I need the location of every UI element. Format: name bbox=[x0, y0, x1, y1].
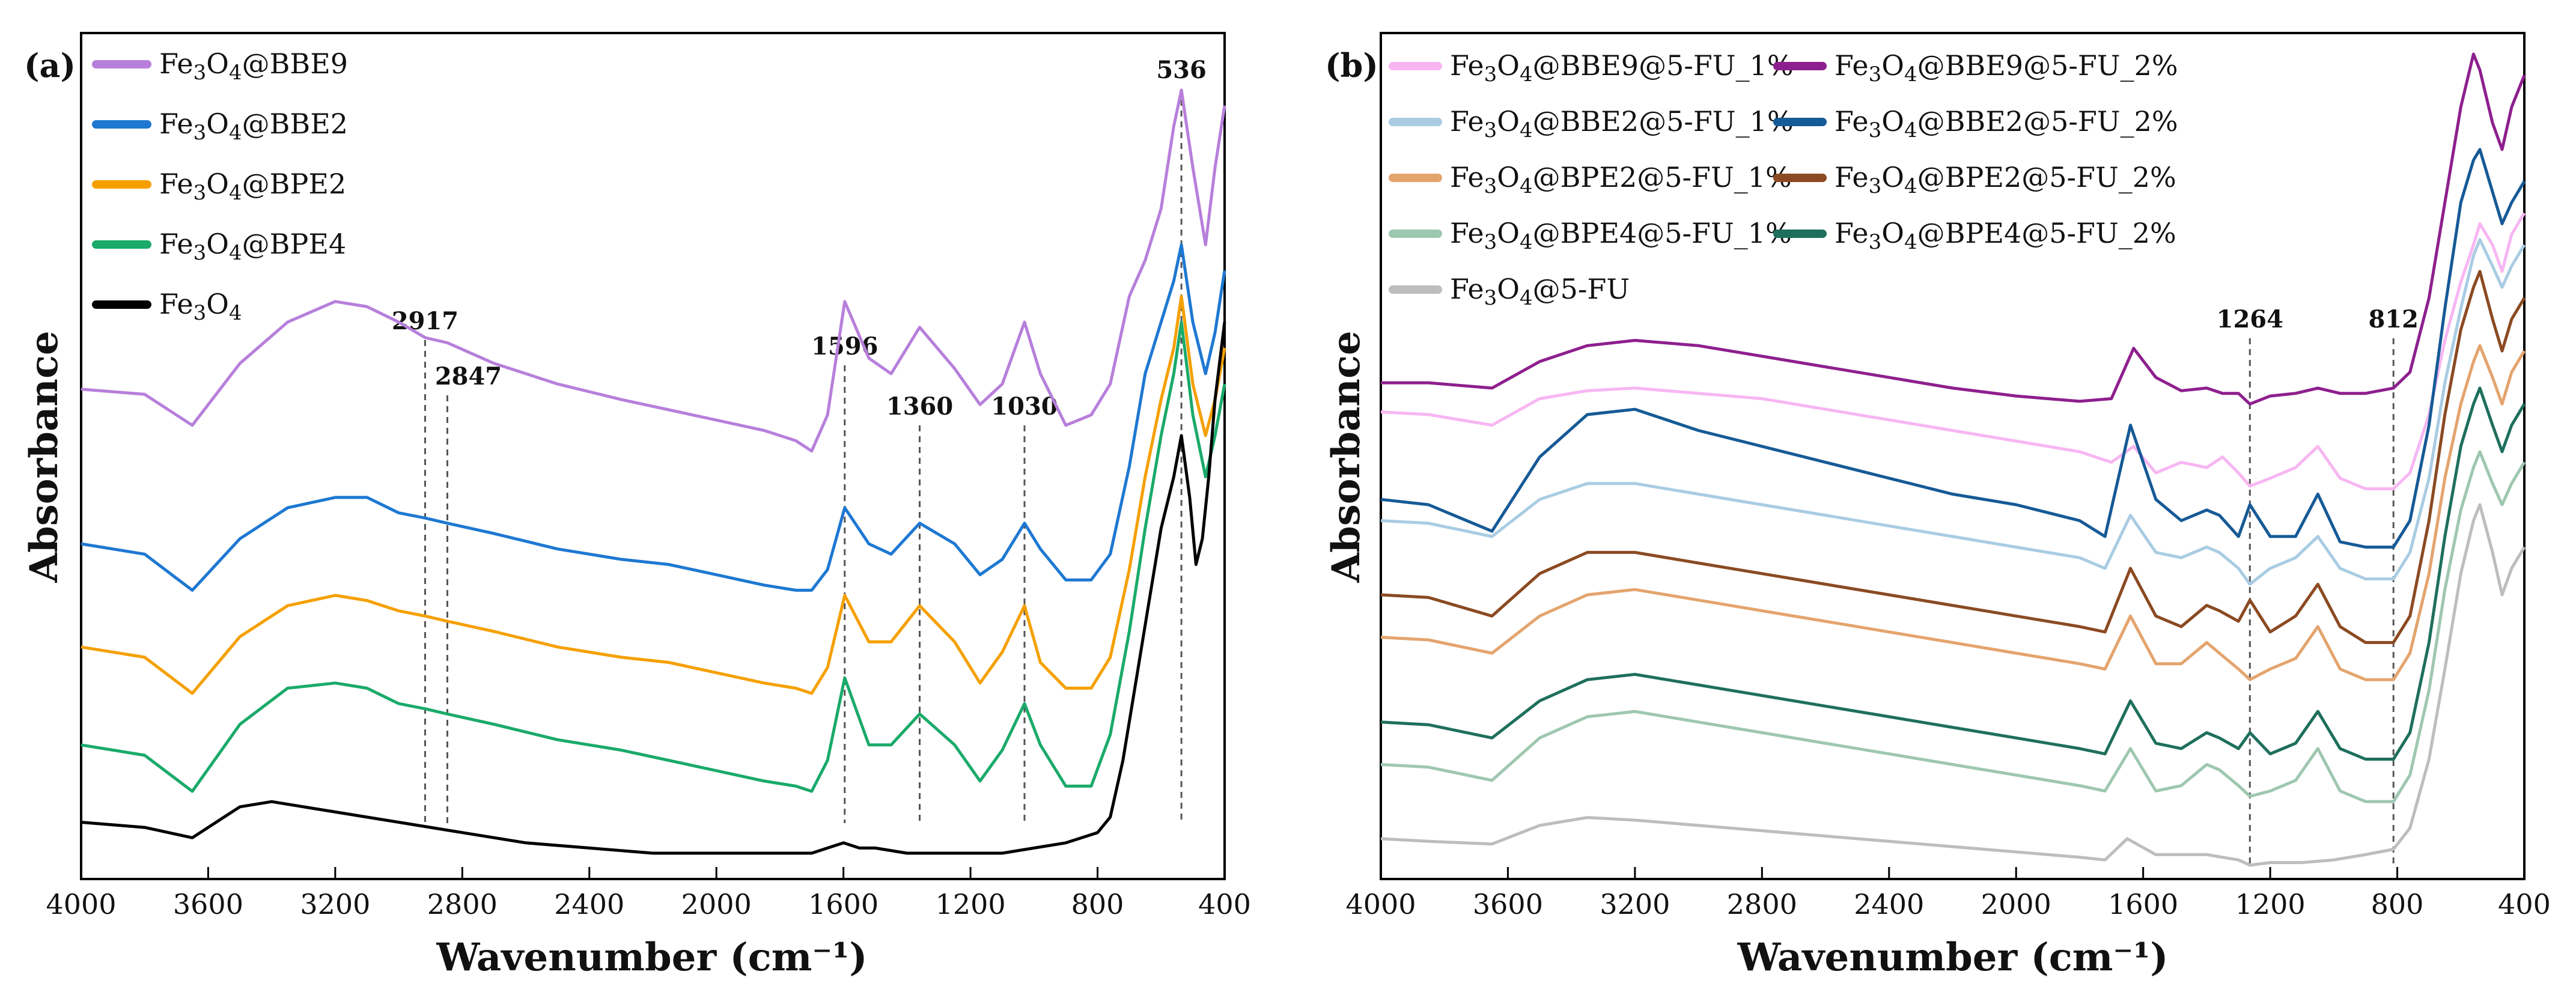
panel-b: (b) Wavenumber (cm⁻¹) Absorbance 4000 360… bbox=[1324, 32, 2551, 980]
plot-frame bbox=[80, 32, 1226, 880]
legend-label: Fe3​O4​@BBE2@5-FU_1% bbox=[1450, 105, 1794, 142]
legend-label: Fe3​O4​@5-FU bbox=[1450, 273, 1630, 310]
legend-label: Fe3​O4​@BBE9@5-FU_1% bbox=[1450, 49, 1794, 87]
peak-label: 812 bbox=[2368, 305, 2419, 333]
legend-label: Fe3​O4​@BBE9@5-FU_2% bbox=[1835, 49, 2178, 87]
peak-label: 1264 bbox=[2217, 305, 2283, 333]
x-tick-label: 1600 bbox=[808, 888, 878, 920]
x-tick-label: 1200 bbox=[936, 888, 1006, 920]
legend-label: Fe3​O4​@BPE4@5-FU_1% bbox=[1450, 217, 1792, 254]
series-line bbox=[1380, 270, 2526, 644]
series-line bbox=[1380, 450, 2526, 803]
series-line bbox=[1380, 212, 2526, 490]
x-tick-label: 2400 bbox=[554, 888, 624, 920]
panel-label: (a) bbox=[24, 46, 76, 85]
series-line bbox=[1380, 344, 2526, 681]
series-line bbox=[81, 294, 1226, 695]
series-line bbox=[1380, 238, 2526, 586]
peak-label: 2847 bbox=[435, 362, 502, 391]
legend-label: Fe3​O4​@BPE2@5-FU_1% bbox=[1450, 161, 1792, 198]
x-tick-label: 3600 bbox=[1473, 888, 1543, 920]
legend: Fe3​O4​@BBE9 Fe3​O4​@BBE2 Fe3​O4​@BPE2 Fe3​… bbox=[92, 47, 348, 325]
series-line bbox=[1380, 503, 2526, 867]
y-axis-title: Absorbance bbox=[1324, 330, 1369, 583]
legend-label: Fe3​O4​@BPE2@5-FU_2% bbox=[1835, 161, 2176, 198]
peak-label: 1030 bbox=[991, 392, 1058, 421]
x-tick-label: 4000 bbox=[1345, 888, 1416, 920]
series-line bbox=[81, 321, 1226, 855]
legend-label: Fe3​O4​@BPE4@5-FU_2% bbox=[1835, 217, 2176, 254]
x-tick-label: 3200 bbox=[1600, 888, 1670, 920]
x-tick-label: 1600 bbox=[2108, 888, 2178, 920]
peak-markers: 1264 812 bbox=[2217, 305, 2419, 868]
legend-label: Fe3​O4​ bbox=[159, 288, 242, 325]
plot-frame bbox=[1380, 32, 2526, 880]
x-tick-label: 2800 bbox=[1727, 888, 1797, 920]
x-axis-title: Wavenumber (cm⁻¹) bbox=[436, 935, 868, 980]
series-line bbox=[1380, 386, 2526, 761]
panel-label: (b) bbox=[1325, 46, 1378, 85]
peak-label: 2917 bbox=[392, 307, 458, 335]
legend-label: Fe3​O4​@BBE9 bbox=[159, 47, 348, 85]
x-axis-ticks: 4000 3600 3200 2800 2400 2000 1600 1200 800 400 bbox=[1345, 867, 2551, 920]
y-axis-title: Absorbance bbox=[22, 330, 67, 583]
x-axis-ticks: 4000 3600 3200 2800 2400 2000 1600 1200 800 400 bbox=[46, 867, 1251, 920]
x-tick-label: 800 bbox=[1071, 888, 1124, 920]
x-tick-label: 1200 bbox=[2235, 888, 2306, 920]
peak-label: 1360 bbox=[886, 392, 953, 421]
x-tick-label: 4000 bbox=[46, 888, 116, 920]
x-tick-label: 400 bbox=[1198, 888, 1251, 920]
x-tick-label: 3600 bbox=[173, 888, 243, 920]
legend-label: Fe3​O4​@BBE2@5-FU_2% bbox=[1835, 105, 2178, 142]
x-tick-label: 400 bbox=[2498, 888, 2551, 920]
x-tick-label: 3200 bbox=[300, 888, 370, 920]
legend-label: Fe3​O4​@BBE2 bbox=[159, 108, 348, 145]
legend-label: Fe3​O4​@BPE4 bbox=[159, 228, 346, 265]
panel-a: (a) Wavenumber (cm⁻¹) Absorbance 4000 360… bbox=[22, 32, 1251, 980]
x-axis-title: Wavenumber (cm⁻¹) bbox=[1737, 935, 2169, 980]
x-tick-label: 2800 bbox=[427, 888, 498, 920]
legend: Fe3​O4​@BBE9@5-FU_1% Fe3​O4​@BBE2@5-FU_1%… bbox=[1389, 49, 2178, 310]
series-line bbox=[1381, 52, 2526, 406]
x-tick-label: 800 bbox=[2371, 888, 2424, 920]
series-line bbox=[81, 88, 1226, 453]
peak-label: 536 bbox=[1156, 56, 1207, 84]
series-line bbox=[1380, 148, 2526, 549]
x-tick-label: 2400 bbox=[1854, 888, 1924, 920]
x-tick-label: 2000 bbox=[1981, 888, 2051, 920]
series-lines bbox=[1380, 52, 2526, 867]
series-line bbox=[81, 320, 1226, 793]
series-lines bbox=[81, 88, 1226, 855]
legend-label: Fe3​O4​@BPE2 bbox=[159, 168, 346, 205]
x-tick-label: 2000 bbox=[681, 888, 752, 920]
series-line bbox=[81, 243, 1226, 592]
